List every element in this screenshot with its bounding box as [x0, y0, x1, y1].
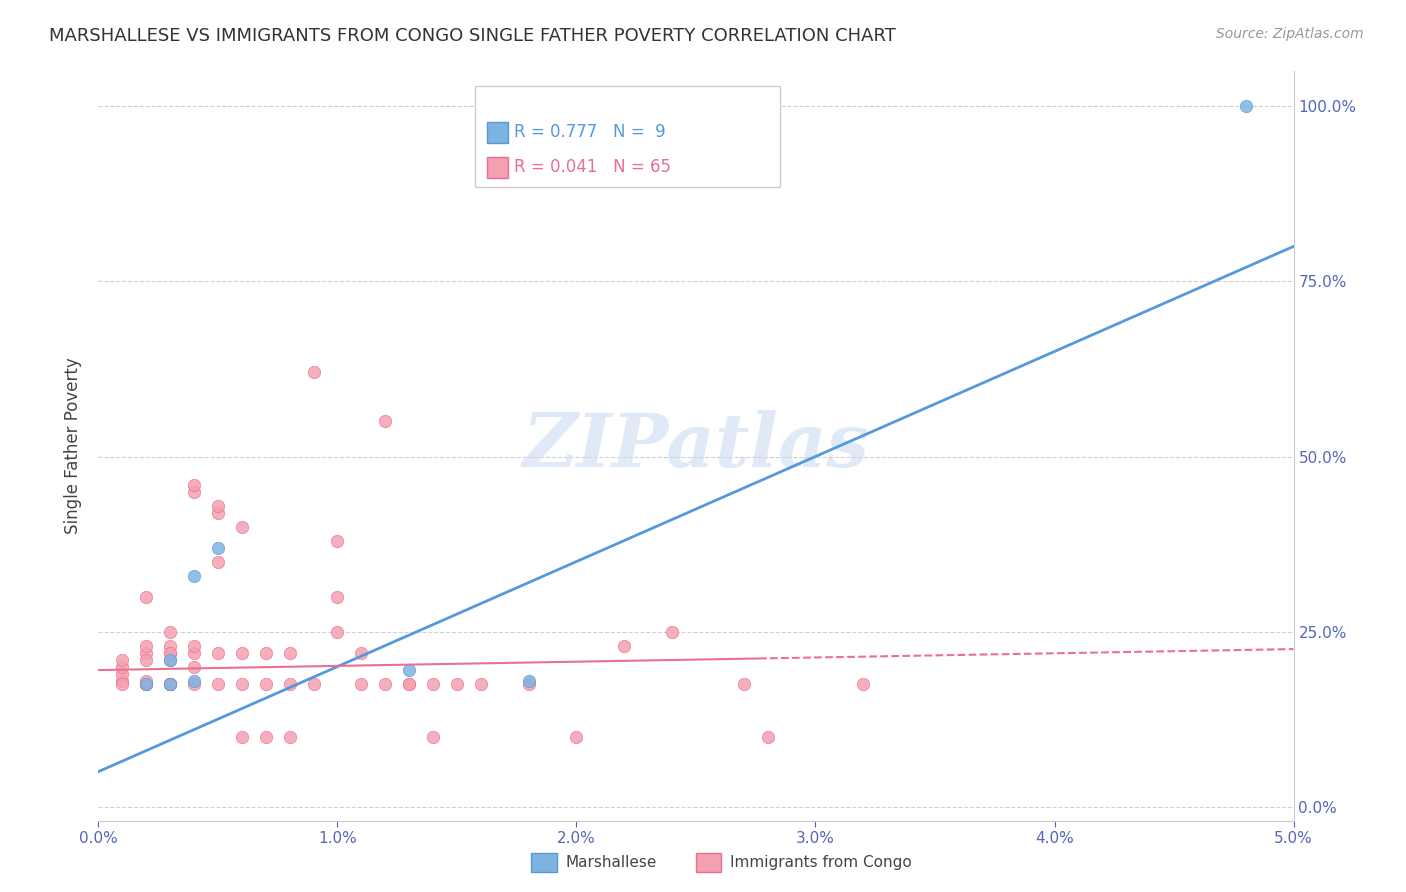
Point — [231, 730, 253, 744]
Point — [422, 730, 444, 744]
Point — [183, 646, 205, 660]
Text: Immigrants from Congo: Immigrants from Congo — [730, 855, 911, 870]
Point — [135, 639, 157, 653]
Point — [135, 677, 157, 691]
Point — [183, 484, 205, 499]
Point — [159, 639, 181, 653]
Point — [111, 673, 134, 688]
Point — [398, 677, 420, 691]
Point — [517, 673, 540, 688]
Point — [398, 663, 420, 677]
Point — [159, 652, 181, 666]
Point — [135, 652, 157, 666]
Point — [254, 646, 277, 660]
Text: R = 0.041   N = 65: R = 0.041 N = 65 — [515, 158, 671, 177]
Point — [613, 639, 636, 653]
Point — [183, 673, 205, 688]
Point — [326, 590, 349, 604]
Point — [326, 624, 349, 639]
Point — [733, 677, 755, 691]
Point — [111, 652, 134, 666]
Point — [422, 677, 444, 691]
Point — [183, 677, 205, 691]
FancyBboxPatch shape — [486, 157, 509, 178]
Point — [159, 646, 181, 660]
Point — [159, 677, 181, 691]
Point — [207, 541, 229, 555]
Text: MARSHALLESE VS IMMIGRANTS FROM CONGO SINGLE FATHER POVERTY CORRELATION CHART: MARSHALLESE VS IMMIGRANTS FROM CONGO SIN… — [49, 27, 896, 45]
Point — [278, 730, 301, 744]
Point — [183, 659, 205, 673]
Point — [852, 677, 875, 691]
Point — [207, 555, 229, 569]
Point — [159, 646, 181, 660]
Point — [302, 677, 325, 691]
Point — [183, 639, 205, 653]
Point — [446, 677, 468, 691]
Point — [207, 646, 229, 660]
Point — [517, 677, 540, 691]
Point — [254, 730, 277, 744]
Point — [183, 477, 205, 491]
Point — [183, 568, 205, 582]
Point — [207, 506, 229, 520]
Point — [159, 652, 181, 666]
Point — [135, 677, 157, 691]
Point — [159, 677, 181, 691]
Point — [470, 677, 492, 691]
Point — [374, 415, 396, 429]
Point — [350, 646, 373, 660]
Point — [135, 646, 157, 660]
Point — [159, 677, 181, 691]
Point — [231, 677, 253, 691]
Point — [231, 519, 253, 533]
Point — [159, 677, 181, 691]
Text: Marshallese: Marshallese — [565, 855, 657, 870]
Point — [135, 590, 157, 604]
Y-axis label: Single Father Poverty: Single Father Poverty — [65, 358, 83, 534]
FancyBboxPatch shape — [475, 87, 780, 187]
Point — [111, 666, 134, 681]
Point — [398, 677, 420, 691]
Point — [111, 659, 134, 673]
Point — [231, 646, 253, 660]
Point — [1234, 99, 1257, 113]
Text: ZIPatlas: ZIPatlas — [523, 409, 869, 483]
Point — [302, 366, 325, 380]
Point — [159, 624, 181, 639]
Point — [565, 730, 588, 744]
Point — [661, 624, 683, 639]
Point — [374, 677, 396, 691]
Point — [278, 677, 301, 691]
FancyBboxPatch shape — [486, 121, 509, 143]
Text: R = 0.777   N =  9: R = 0.777 N = 9 — [515, 123, 666, 141]
Point — [207, 499, 229, 513]
Point — [350, 677, 373, 691]
Point — [756, 730, 779, 744]
Point — [278, 646, 301, 660]
Point — [159, 677, 181, 691]
Text: Source: ZipAtlas.com: Source: ZipAtlas.com — [1216, 27, 1364, 41]
Point — [135, 677, 157, 691]
Point — [207, 677, 229, 691]
Point — [111, 677, 134, 691]
Point — [326, 533, 349, 548]
Point — [135, 673, 157, 688]
Point — [254, 677, 277, 691]
Point — [135, 677, 157, 691]
